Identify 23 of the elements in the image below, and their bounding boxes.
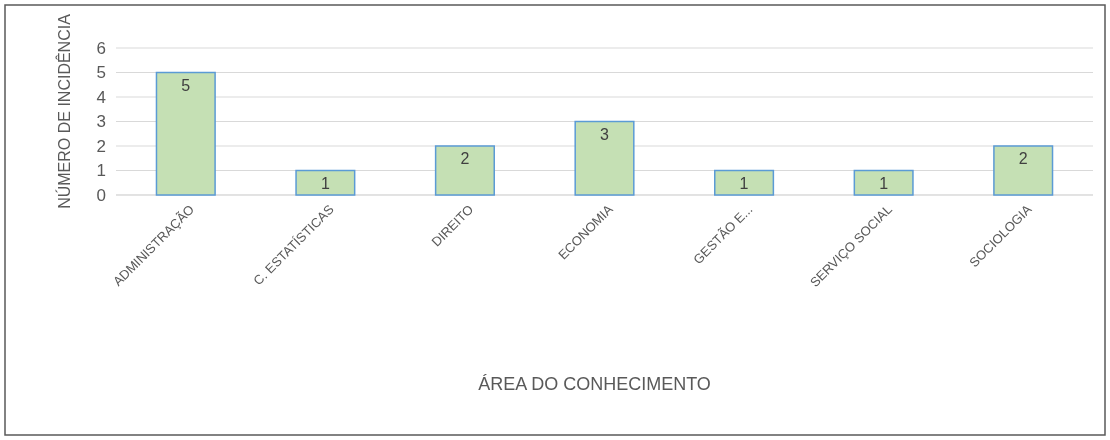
bar	[993, 145, 1054, 196]
y-tick-label: 6	[96, 38, 106, 58]
data-label: 1	[879, 174, 889, 192]
data-label: 1	[739, 174, 749, 192]
y-tick-label: 1	[96, 161, 106, 181]
y-tick-label: 0	[96, 185, 106, 205]
bar	[155, 71, 216, 196]
y-tick-label: 4	[96, 87, 106, 107]
data-label: 1	[320, 174, 330, 192]
bar	[853, 169, 914, 196]
y-tick-label: 2	[96, 136, 106, 156]
data-label: 5	[181, 76, 191, 94]
bar	[714, 169, 775, 196]
data-label: 2	[1018, 150, 1028, 167]
y-tick-label: 5	[96, 63, 106, 83]
bar	[434, 145, 495, 196]
data-label: 3	[600, 125, 610, 143]
x-axis-title: ÁREA DO CONHECIMENTO	[478, 374, 711, 394]
y-axis-title: NÚMERO DE INCIDÊNCIA	[55, 13, 73, 209]
bar	[574, 120, 635, 196]
data-label: 2	[460, 150, 470, 167]
bar	[295, 169, 356, 196]
y-tick-label: 3	[96, 112, 106, 132]
